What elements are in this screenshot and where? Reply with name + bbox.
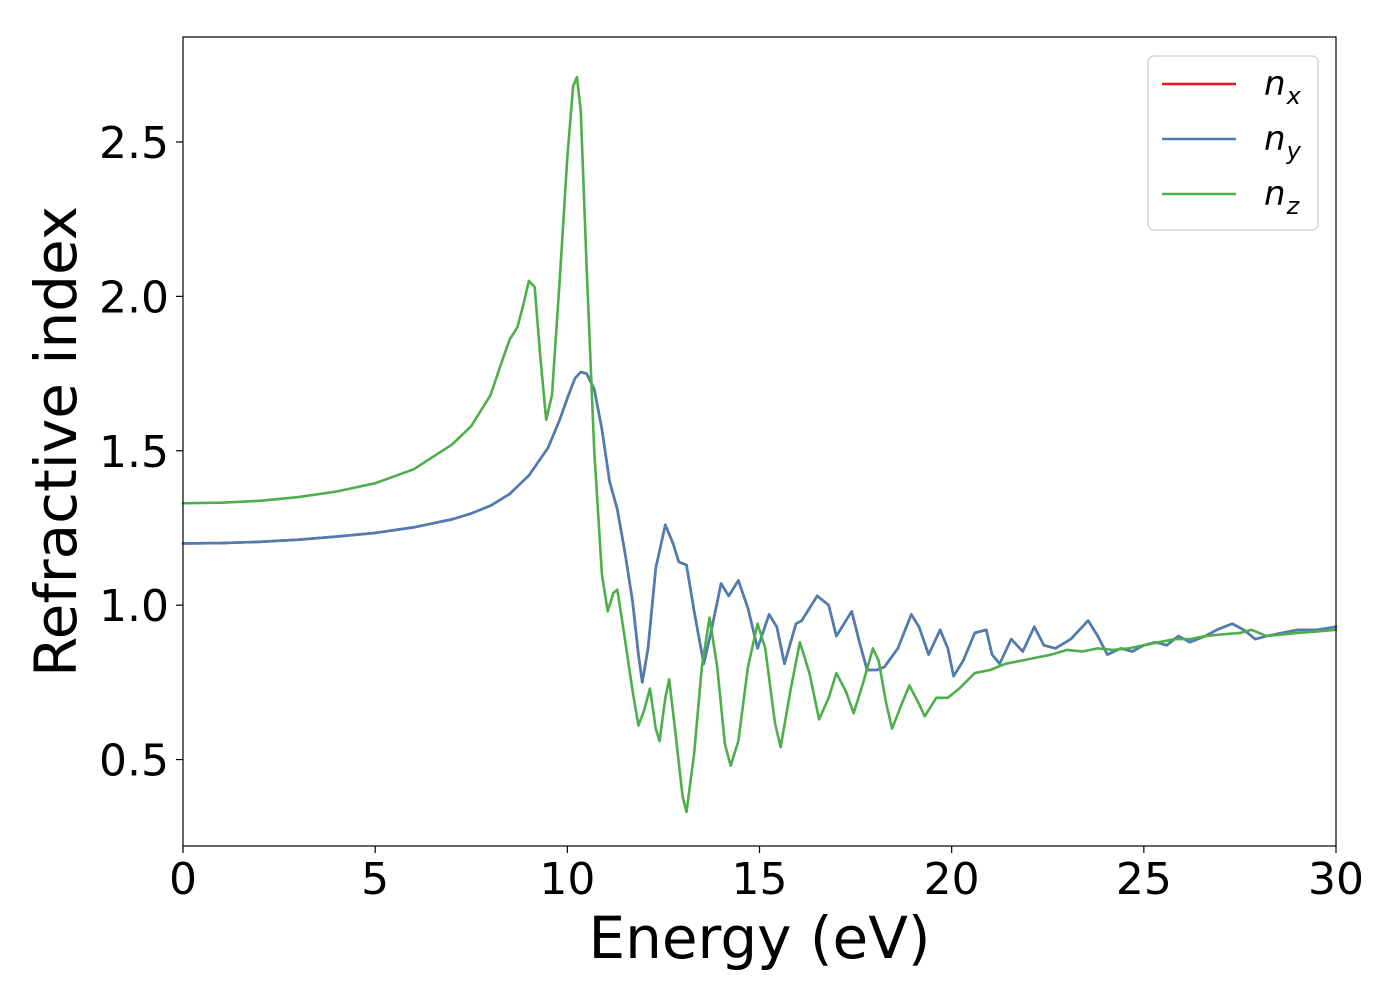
legend-label-nz: nz — [1264, 174, 1301, 220]
legend-label-nx: nx — [1264, 64, 1302, 110]
x-tick-label: 0 — [169, 854, 197, 905]
x-tick-label: 15 — [732, 854, 788, 905]
y-axis-title: Refractive index — [22, 206, 90, 677]
x-tick-label: 20 — [924, 854, 980, 905]
legend-box — [1147, 55, 1319, 231]
y-tick-label: 1.5 — [99, 427, 169, 478]
x-axis-ticks: 0 5 10 15 20 25 30 — [169, 846, 1364, 905]
x-tick-label: 30 — [1308, 854, 1364, 905]
legend-label-ny: ny — [1264, 119, 1302, 165]
y-axis-ticks: 0.5 1.0 1.5 2.0 2.5 — [99, 118, 183, 787]
x-tick-label: 10 — [539, 854, 595, 905]
legend: nx ny nz — [1147, 55, 1319, 231]
series-line-ny — [181, 370, 1338, 684]
y-tick-label: 2.5 — [99, 118, 169, 169]
x-tick-label: 5 — [361, 854, 389, 905]
x-tick-label: 25 — [1116, 854, 1172, 905]
series-line-nz — [181, 75, 1338, 814]
y-tick-label: 1.0 — [99, 581, 169, 632]
series-layer — [181, 75, 1338, 814]
x-axis-title: Energy (eV) — [588, 904, 930, 972]
y-tick-label: 2.0 — [99, 272, 169, 323]
y-tick-label: 0.5 — [99, 736, 169, 787]
